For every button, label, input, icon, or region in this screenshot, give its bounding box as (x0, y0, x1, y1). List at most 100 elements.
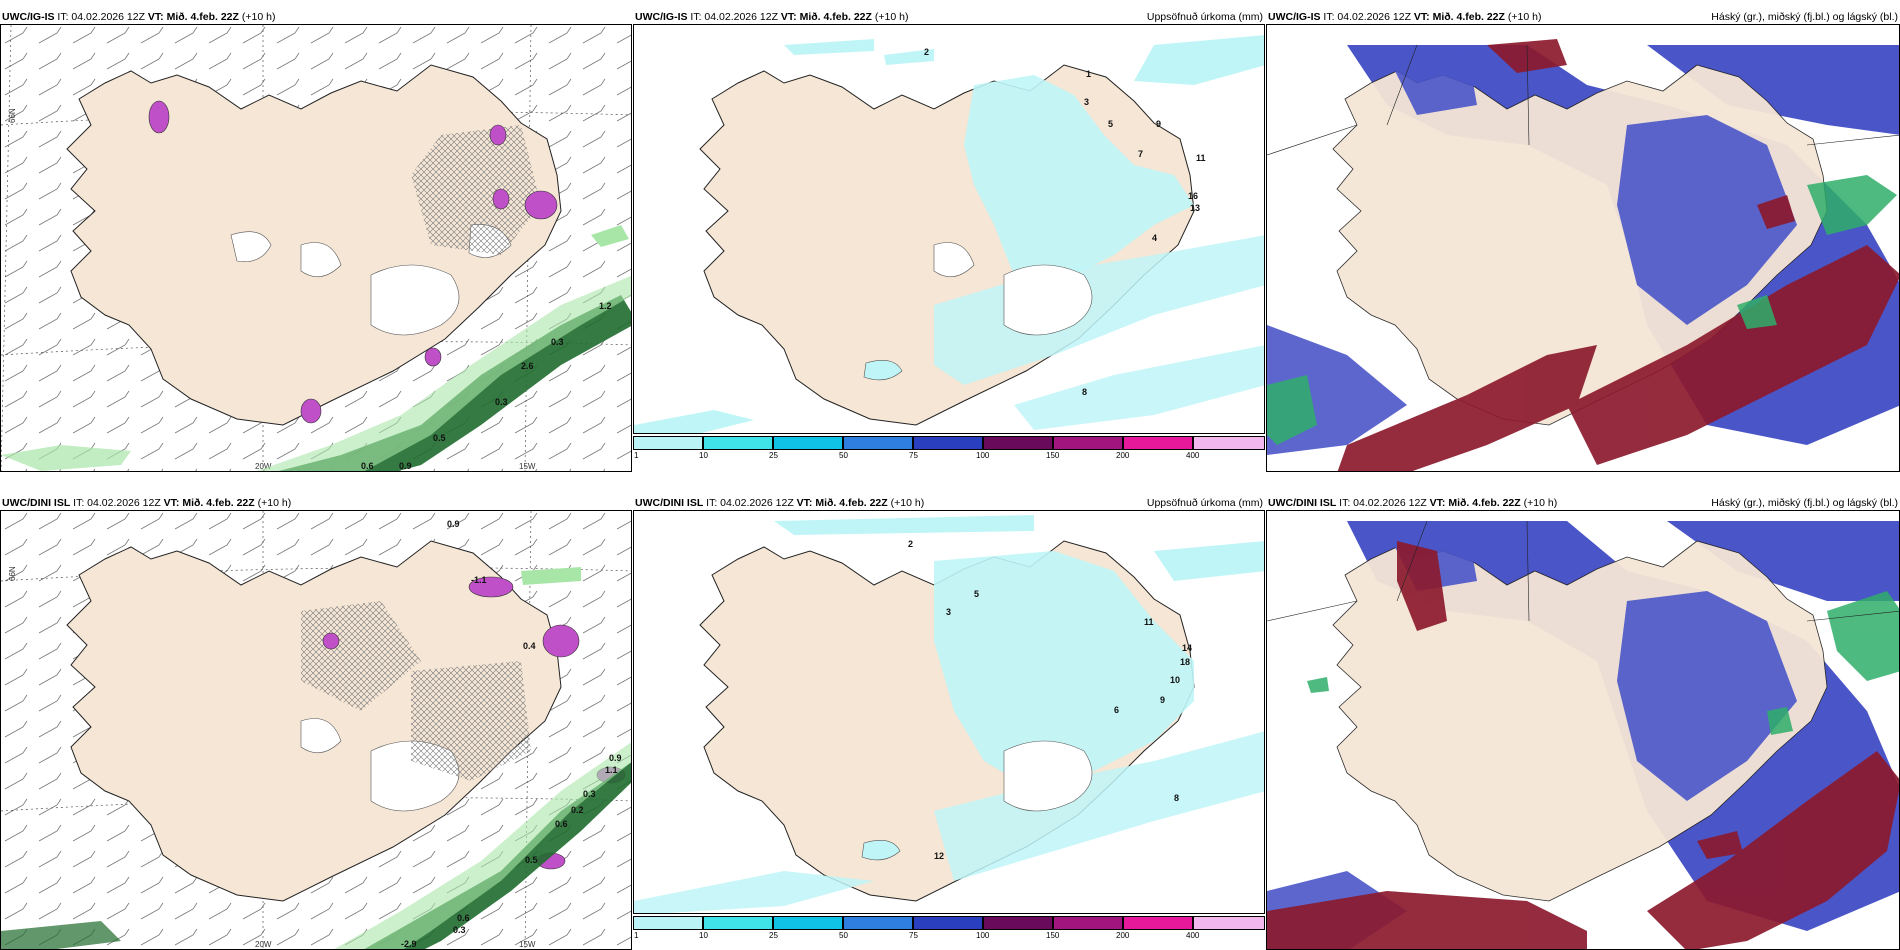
value-label: 0.3 (583, 789, 596, 799)
vt-value: Mið. 4.feb. 22Z (799, 11, 872, 23)
value-label: 5 (1108, 119, 1113, 129)
value-label: -2.9 (401, 939, 417, 949)
value-label: 2.6 (521, 361, 534, 371)
value-label: 0.3 (551, 337, 564, 347)
value-label: 9 (1160, 695, 1165, 705)
lon-label: 20W (255, 462, 272, 471)
cloud-title: Háský (gr.), miðský (fj.bl.) og lágský (… (1711, 497, 1898, 509)
lat-label: 66N (8, 108, 17, 123)
vt-label: VT: (796, 497, 813, 509)
colorbar-tick: 75 (909, 451, 918, 460)
model-name: UWC/DINI ISL (2, 497, 71, 509)
colorbar-cell (1193, 436, 1265, 450)
colorbar-tick: 1 (634, 931, 639, 940)
lead-time: (+10 h) (257, 497, 292, 509)
value-label: 10 (1170, 675, 1180, 685)
colorbar-tick: 200 (1116, 451, 1130, 460)
colorbar-cell (983, 436, 1053, 450)
panel-top-mid: UWC/IG-IS IT: 04.02.2026 12Z VT: Mið. 4.… (633, 10, 1265, 464)
init-time: IT: 04.02.2026 12Z (57, 11, 145, 23)
value-label: 11 (1196, 153, 1206, 163)
vt-label: VT: (1413, 11, 1430, 23)
value-label: 3 (946, 607, 951, 617)
colorbar-cell (983, 916, 1053, 930)
value-label: 0.5 (433, 433, 446, 443)
precip-title: Uppsöfnuð úrkoma (mm) (1146, 11, 1263, 23)
colorbar-cell (1053, 436, 1123, 450)
cloud-map-igis[interactable] (1266, 24, 1900, 472)
vt-value: Mið. 4.feb. 22Z (815, 497, 888, 509)
panel-title: UWC/DINI ISL IT: 04.02.2026 12Z VT: Mið.… (1268, 496, 1557, 510)
colorbar-tick: 10 (699, 931, 708, 940)
value-label: -1.1 (471, 575, 487, 585)
colorbar-cell (843, 916, 913, 930)
value-label: 0.4 (523, 641, 536, 651)
vt-label: VT: (780, 11, 797, 23)
lat-label: 66N (8, 566, 17, 581)
value-label: 12 (934, 851, 944, 861)
colorbar-cell (773, 916, 843, 930)
panel-bottom-right: UWC/DINI ISL IT: 04.02.2026 12Z VT: Mið.… (1266, 496, 1900, 950)
colorbar-cell (1123, 916, 1193, 930)
value-label: 8 (1082, 387, 1087, 397)
cloud-title: Háský (gr.), miðský (fj.bl.) og lágský (… (1711, 11, 1898, 23)
value-label: 3 (1084, 97, 1089, 107)
value-label: 8 (1174, 793, 1179, 803)
init-time: IT: 04.02.2026 12Z (73, 497, 161, 509)
value-label: 0.3 (495, 397, 508, 407)
panel-title: UWC/IG-IS IT: 04.02.2026 12Z VT: Mið. 4.… (2, 10, 275, 24)
model-name: UWC/DINI ISL (1268, 497, 1337, 509)
colorbar-cell (913, 436, 983, 450)
colorbar-cell (913, 916, 983, 930)
value-label: 0.3 (453, 925, 466, 935)
colorbar-tick: 25 (769, 931, 778, 940)
wind-map-igis[interactable]: 66N 20W 15W 0.6 0.9 (0, 24, 632, 472)
colorbar-tick: 50 (839, 451, 848, 460)
value-label: 0.6 (361, 461, 374, 471)
lead-time: (+10 h) (890, 497, 925, 509)
value-label: 1.1 (605, 765, 618, 775)
colorbar-cell (703, 436, 773, 450)
value-label: 0.9 (447, 519, 460, 529)
init-time: IT: 04.02.2026 12Z (1339, 497, 1427, 509)
value-label: 0.9 (399, 461, 412, 471)
colorbar-tick: 10 (699, 451, 708, 460)
value-label: 4 (1152, 233, 1157, 243)
colorbar-cell (1123, 436, 1193, 450)
lead-time: (+10 h) (874, 11, 909, 23)
value-label: 0.6 (555, 819, 568, 829)
colorbar-tick: 25 (769, 451, 778, 460)
precip-colorbar: 1 10 25 50 75 100 150 200 400 (633, 916, 1265, 942)
wind-map-dini[interactable]: 66N 20W 15W 0.6 0.3 0.5 0.6 0.2 0.3 0.9 … (0, 510, 632, 950)
lead-time: (+10 h) (1523, 497, 1558, 509)
lon-label: 15W (519, 462, 536, 471)
value-label: 13 (1190, 203, 1200, 213)
panel-title: UWC/IG-IS IT: 04.02.2026 12Z VT: Mið. 4.… (1268, 10, 1541, 24)
panel-title: UWC/IG-IS IT: 04.02.2026 12Z VT: Mið. 4.… (635, 10, 908, 24)
vt-label: VT: (147, 11, 164, 23)
vt-value: Mið. 4.feb. 22Z (182, 497, 255, 509)
colorbar-tick: 100 (976, 451, 990, 460)
value-label: 0.9 (609, 753, 622, 763)
colorbar-cell (633, 916, 703, 930)
lon-label: 15W (519, 940, 536, 949)
colorbar-cell (843, 436, 913, 450)
model-name: UWC/IG-IS (2, 11, 55, 23)
value-label: 14 (1182, 643, 1192, 653)
precip-map-igis[interactable]: 2 1 3 5 7 9 13 16 11 4 8 (633, 24, 1265, 434)
colorbar-cell (703, 916, 773, 930)
precip-map-dini[interactable]: 2 3 5 9 11 14 18 10 12 6 8 (633, 510, 1265, 914)
colorbar-cell (1193, 916, 1265, 930)
vt-value: Mið. 4.feb. 22Z (166, 11, 239, 23)
vt-value: Mið. 4.feb. 22Z (1432, 11, 1505, 23)
value-label: 9 (1156, 119, 1161, 129)
panel-bottom-left: UWC/DINI ISL IT: 04.02.2026 12Z VT: Mið.… (0, 496, 632, 950)
value-label: 1 (1086, 69, 1091, 79)
colorbar-tick: 1 (634, 451, 639, 460)
cloud-map-dini[interactable] (1266, 510, 1900, 950)
model-name: UWC/IG-IS (1268, 11, 1321, 23)
lead-time: (+10 h) (1507, 11, 1542, 23)
colorbar-tick: 75 (909, 931, 918, 940)
colorbar-tick: 400 (1186, 931, 1200, 940)
colorbar-cell (773, 436, 843, 450)
